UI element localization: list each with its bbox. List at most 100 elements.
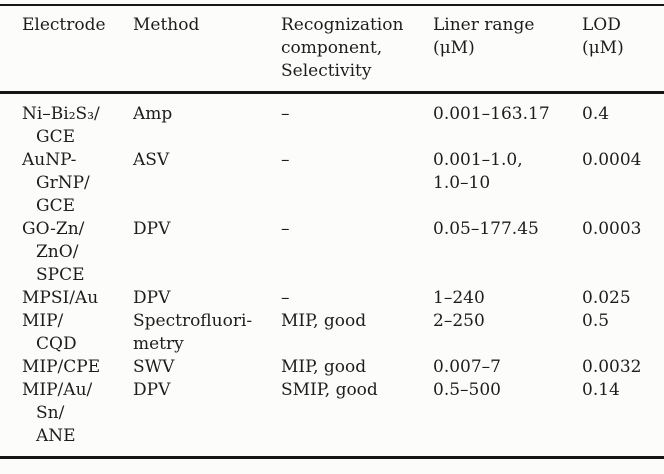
lod-cell: 0.0032 <box>582 356 664 379</box>
cell-line: MIP/CPE <box>22 357 101 377</box>
cell-line: Amp <box>133 104 173 124</box>
cell-line: 0.0032 <box>582 357 642 377</box>
lod-cell: 0.0004 <box>582 149 664 218</box>
table-row: AuNP- GrNP/GCE ASV – 0.001–1.0, 1.0–10 0.0004 <box>0 149 664 218</box>
liner_range-cell: 1–240 <box>433 287 582 310</box>
electrode-cell: MIP/CPE <box>0 356 133 379</box>
cell-line: 0.0004 <box>582 150 642 170</box>
method-cell: ASV <box>133 149 281 218</box>
recognition-cell: – <box>281 103 433 149</box>
cell-line: 0.025 <box>582 288 631 308</box>
column-header-recognition: Recognization component, Selectivity <box>281 14 433 83</box>
table-row: MIP/CPE SWV MIP, good 0.007–7 0.0032 <box>0 356 664 379</box>
electrode-cell: Ni–Bi₂S₃/GCE <box>0 103 133 149</box>
cell-line: ASV <box>133 150 170 170</box>
method-cell: SWV <box>133 356 281 379</box>
cell-line: GCE <box>36 127 75 147</box>
liner_range-cell: 0.007–7 <box>433 356 582 379</box>
cell-line: Sn/ <box>36 403 65 423</box>
cell-line: (μM) <box>433 38 475 58</box>
electrode-cell: MIP/Au/Sn/ANE <box>0 379 133 448</box>
cell-line: Liner range <box>433 15 535 35</box>
cell-line: DPV <box>133 288 171 308</box>
recognition-cell: MIP, good <box>281 310 433 356</box>
method-cell: DPV <box>133 287 281 310</box>
cell-line: 0.14 <box>582 380 620 400</box>
cell-line: (μM) <box>582 38 624 58</box>
cell-line: AuNP- <box>22 150 77 170</box>
table-top-rule <box>0 4 664 6</box>
table-row: Ni–Bi₂S₃/GCE Amp –0.001–163.17 0.4 <box>0 103 664 149</box>
cell-line: 0.001–1.0, <box>433 150 523 170</box>
table-row: MPSI/Au DPV – 1–240 0.025 <box>0 287 664 310</box>
electrode-cell: MIP/CQD <box>0 310 133 356</box>
method-cell: DPV <box>133 379 281 448</box>
cell-line: Ni–Bi₂S₃/ <box>22 104 100 124</box>
cell-line: Recognization <box>281 15 404 35</box>
electrode-cell: MPSI/Au <box>0 287 133 310</box>
cell-line: 0.05–177.45 <box>433 219 539 239</box>
method-cell: DPV <box>133 218 281 287</box>
cell-line: GO-Zn/ <box>22 219 85 239</box>
table-row: GO-Zn/ZnO/SPCE DPV –0.05–177.45 0.0003 <box>0 218 664 287</box>
cell-line: DPV <box>133 219 171 239</box>
cell-line: GrNP/ <box>36 173 90 193</box>
cell-line: 1.0–10 <box>433 173 491 193</box>
recognition-cell: – <box>281 287 433 310</box>
cell-line: Electrode <box>22 15 106 35</box>
cell-line: component, <box>281 38 383 58</box>
cell-line: – <box>281 288 290 308</box>
cell-line: DPV <box>133 380 171 400</box>
column-header-lod: LOD (μM) <box>582 14 664 83</box>
cell-line: ANE <box>36 426 76 446</box>
method-cell: Amp <box>133 103 281 149</box>
cell-line: SPCE <box>36 265 85 285</box>
liner_range-cell: 0.001–1.0, 1.0–10 <box>433 149 582 218</box>
lod-cell: 0.4 <box>582 103 664 149</box>
table-header-separator-rule <box>0 91 664 94</box>
cell-line: 0.5 <box>582 311 610 331</box>
recognition-cell: – <box>281 218 433 287</box>
electrode-cell: GO-Zn/ZnO/SPCE <box>0 218 133 287</box>
cell-line: MIP, good <box>281 311 367 331</box>
lod-cell: 0.025 <box>582 287 664 310</box>
cell-line: 0.5–500 <box>433 380 501 400</box>
cell-line: GCE <box>36 196 75 216</box>
cell-line: 0.007–7 <box>433 357 501 377</box>
cell-line: Method <box>133 15 200 35</box>
column-header-liner_range: Liner range (μM) <box>433 14 582 83</box>
table-row: MIP/Au/Sn/ANE DPV SMIP, good 0.5–500 0.14 <box>0 379 664 448</box>
lod-cell: 0.5 <box>582 310 664 356</box>
table-bottom-rule <box>0 456 664 459</box>
cell-line: ZnO/ <box>36 242 79 262</box>
electrode-cell: AuNP- GrNP/GCE <box>0 149 133 218</box>
cell-line: metry <box>133 334 184 354</box>
cell-line: SWV <box>133 357 175 377</box>
cell-line: CQD <box>36 334 77 354</box>
recognition-cell: SMIP, good <box>281 379 433 448</box>
cell-line: SMIP, good <box>281 380 378 400</box>
table-body: Ni–Bi₂S₃/GCE Amp –0.001–163.17 0.4 AuNP- GrNP… <box>0 94 664 456</box>
method-cell: Spectrofluori-metry <box>133 310 281 356</box>
recognition-cell: MIP, good <box>281 356 433 379</box>
cell-line: 2–250 <box>433 311 485 331</box>
lod-cell: 0.0003 <box>582 218 664 287</box>
cell-line: – <box>281 104 290 124</box>
recognition-cell: – <box>281 149 433 218</box>
table-header-row: Electrode Method Recognization component, Se… <box>0 6 664 91</box>
cell-line: Spectrofluori- <box>133 311 253 331</box>
cell-line: 0.001–163.17 <box>433 104 550 124</box>
liner_range-cell: 0.001–163.17 <box>433 103 582 149</box>
lod-cell: 0.14 <box>582 379 664 448</box>
liner_range-cell: 2–250 <box>433 310 582 356</box>
cell-line: MPSI/Au <box>22 288 99 308</box>
cell-line: LOD <box>582 15 621 35</box>
cell-line: – <box>281 219 290 239</box>
cell-line: MIP/Au/ <box>22 380 93 400</box>
column-header-method: Method <box>133 14 281 83</box>
cell-line: MIP/ <box>22 311 64 331</box>
cell-line: Selectivity <box>281 61 372 81</box>
cell-line: MIP, good <box>281 357 367 377</box>
liner_range-cell: 0.5–500 <box>433 379 582 448</box>
